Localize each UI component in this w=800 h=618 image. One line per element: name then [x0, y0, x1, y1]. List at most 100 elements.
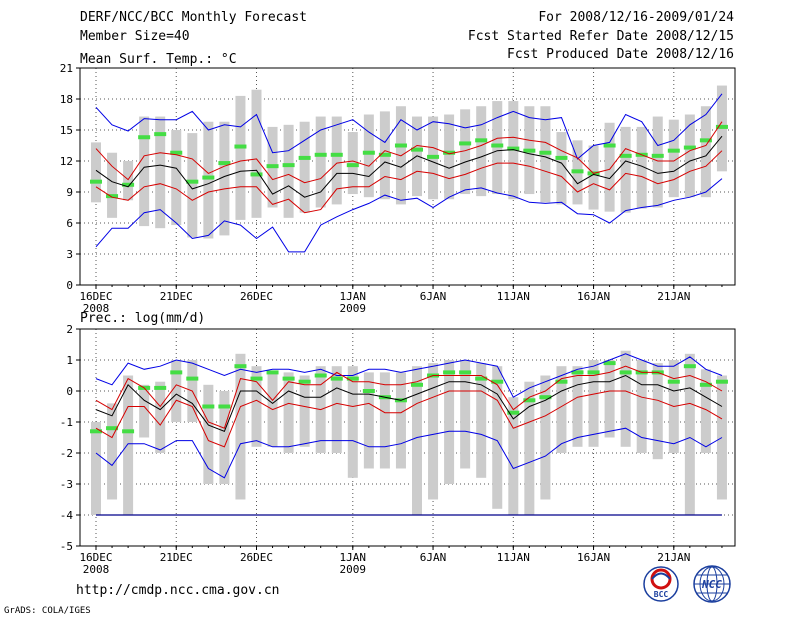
- spread-box: [684, 353, 695, 515]
- source-url[interactable]: http://cmdp.ncc.cma.gov.cn: [76, 583, 280, 598]
- climatology-marker: [298, 155, 311, 160]
- climatology-marker: [138, 135, 151, 140]
- y-tick-label: 9: [66, 186, 73, 199]
- climatology-marker: [346, 376, 359, 381]
- spread-box: [395, 372, 406, 469]
- climatology-marker: [218, 161, 231, 166]
- climatology-marker: [475, 138, 488, 143]
- climatology-marker: [443, 150, 456, 155]
- bcc-logo: BCC: [643, 566, 679, 602]
- ensemble-max-line: [95, 93, 723, 160]
- spread-box: [331, 366, 342, 453]
- x-tick-label: 11JAN: [497, 551, 530, 564]
- climatology-marker: [122, 182, 135, 187]
- x-tick-label: 16DEC: [79, 551, 112, 564]
- spread-box: [331, 116, 342, 205]
- climatology-marker: [699, 382, 712, 387]
- forecast-title: DERF/NCC/BCC Monthly Forecast: [80, 10, 307, 25]
- panel-title: Mean Surf. Temp.: °C: [80, 52, 237, 67]
- member-size-label: Member Size=40: [80, 29, 190, 44]
- climatology-marker: [90, 179, 102, 184]
- fcst-started-date: Fcst Started Refer Date 2008/12/15: [467, 29, 734, 44]
- climatology-marker: [715, 124, 728, 129]
- y-tick-label: 21: [60, 62, 73, 75]
- x-tick-year-label: 2009: [340, 302, 367, 315]
- spread-box: [444, 360, 455, 484]
- y-tick-label: -2: [60, 447, 73, 460]
- climatology-marker: [122, 429, 135, 434]
- climatology-marker: [250, 376, 263, 381]
- spread-box: [107, 403, 118, 500]
- x-tick-label: 21DEC: [160, 290, 193, 303]
- footer: http://cmdp.ncc.cma.gov.cn GrADS: COLA/I…: [4, 565, 731, 616]
- spread-box: [235, 353, 246, 500]
- spread-box: [636, 126, 647, 209]
- climatology-marker: [411, 147, 423, 152]
- ensemble-min-line: [95, 178, 723, 253]
- spread-box: [107, 152, 118, 218]
- spread-box: [700, 369, 711, 453]
- spread-box: [540, 375, 551, 500]
- spread-box: [347, 366, 358, 478]
- climatology-marker: [250, 172, 263, 177]
- climatology-marker: [555, 155, 568, 160]
- spread-box: [652, 363, 663, 460]
- climatology-marker: [90, 429, 102, 434]
- plot-frame: [79, 67, 736, 286]
- climatology-marker: [234, 364, 247, 369]
- climatology-marker: [667, 379, 680, 384]
- spread-box: [700, 106, 711, 198]
- spread-box: [283, 372, 294, 453]
- climatology-marker: [170, 370, 183, 375]
- climatology-marker: [330, 376, 343, 381]
- spread-box: [428, 363, 439, 500]
- y-tick-label: -5: [60, 540, 73, 553]
- spread-box: [123, 375, 134, 515]
- spread-box: [123, 161, 134, 201]
- spread-box: [139, 384, 150, 438]
- climatology-marker: [218, 404, 231, 409]
- spread-box: [235, 95, 246, 220]
- x-tick-label: 6JAN: [420, 551, 447, 564]
- spread-box: [460, 360, 471, 469]
- spread-box: [508, 397, 519, 515]
- spread-box: [556, 132, 567, 205]
- fcst-produced-date: Fcst Produced Date 2008/12/16: [507, 47, 734, 62]
- spread-box: [203, 121, 214, 239]
- climatology-marker: [427, 154, 440, 159]
- climatology-marker: [699, 138, 712, 143]
- ensemble-mean-line: [95, 374, 723, 432]
- spread-box: [187, 133, 198, 238]
- climatology-marker: [362, 389, 375, 393]
- climatology-marker: [507, 410, 520, 415]
- ncc-logo: NCC: [693, 565, 731, 603]
- y-tick-label: 0: [66, 279, 73, 292]
- ensemble-lower-line: [95, 150, 723, 214]
- climatology-marker: [715, 379, 728, 384]
- x-tick-label: 1JAN: [340, 551, 367, 564]
- climatology-marker: [571, 370, 584, 375]
- grads-credit: GrADS: COLA/IGES: [4, 606, 91, 616]
- spread-box: [299, 121, 310, 213]
- climatology-marker: [266, 164, 279, 169]
- climatology-marker: [619, 370, 632, 375]
- spread-box: [171, 360, 182, 422]
- climatology-marker: [186, 376, 199, 381]
- climatology-marker: [106, 194, 119, 199]
- climatology-marker: [282, 163, 295, 168]
- climatology-marker: [683, 364, 696, 369]
- spread-box: [524, 381, 535, 515]
- ensemble-mean-line: [95, 135, 723, 198]
- climatology-marker: [330, 152, 343, 157]
- y-tick-label: -4: [60, 509, 74, 522]
- x-tick-label: 21JAN: [657, 551, 690, 564]
- climatology-marker: [555, 379, 568, 384]
- spread-box: [251, 366, 262, 447]
- climatology-marker: [523, 148, 536, 153]
- spread-box: [139, 116, 150, 227]
- spread-box: [652, 116, 663, 208]
- climatology-marker: [603, 361, 616, 366]
- climatology-marker: [202, 175, 215, 180]
- y-tick-label: 12: [60, 155, 73, 168]
